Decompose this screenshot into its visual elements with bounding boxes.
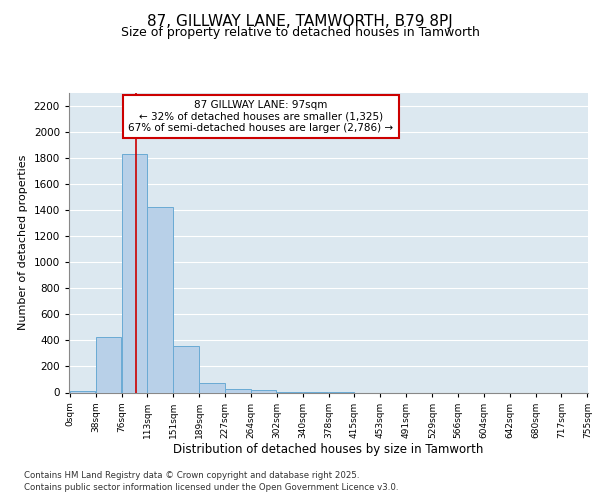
Bar [173, 346, 199, 393]
Text: Contains HM Land Registry data © Crown copyright and database right 2025.: Contains HM Land Registry data © Crown c… [24, 471, 359, 480]
Bar [96, 337, 121, 392]
Bar [147, 208, 173, 392]
Bar [199, 382, 225, 392]
Bar [122, 154, 148, 392]
Text: 87 GILLWAY LANE: 97sqm
← 32% of detached houses are smaller (1,325)
67% of semi-: 87 GILLWAY LANE: 97sqm ← 32% of detached… [128, 100, 394, 133]
Bar [70, 391, 95, 392]
Bar [251, 390, 276, 392]
X-axis label: Distribution of detached houses by size in Tamworth: Distribution of detached houses by size … [173, 444, 484, 456]
Text: Size of property relative to detached houses in Tamworth: Size of property relative to detached ho… [121, 26, 479, 39]
Text: Contains public sector information licensed under the Open Government Licence v3: Contains public sector information licen… [24, 483, 398, 492]
Text: 87, GILLWAY LANE, TAMWORTH, B79 8PJ: 87, GILLWAY LANE, TAMWORTH, B79 8PJ [147, 14, 453, 29]
Y-axis label: Number of detached properties: Number of detached properties [18, 155, 28, 330]
Bar [226, 388, 251, 392]
